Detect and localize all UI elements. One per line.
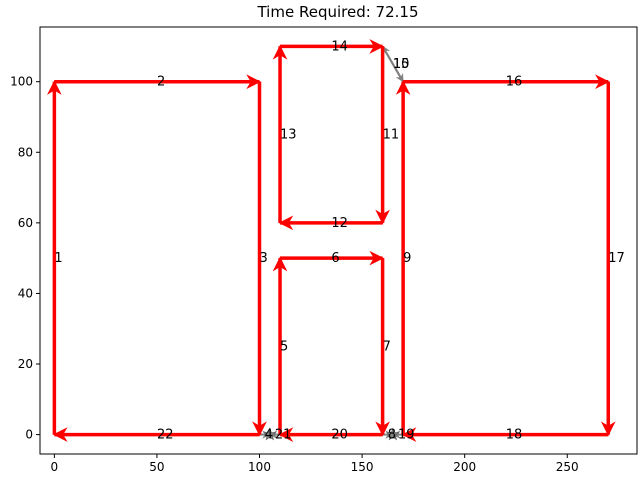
- segment-label-19: 19: [398, 428, 415, 443]
- y-tick-label: 80: [18, 145, 33, 159]
- y-tick-label: 60: [18, 216, 33, 230]
- x-tick-label: 200: [453, 460, 476, 474]
- x-tick-label: 250: [556, 460, 579, 474]
- segment-label-14: 14: [331, 39, 348, 54]
- segment-label-17: 17: [608, 251, 625, 266]
- segment-15-transit: [381, 45, 404, 83]
- segment-label-16: 16: [506, 75, 523, 90]
- segment-label-9: 9: [403, 251, 411, 266]
- segment-label-15: 15: [393, 57, 410, 72]
- y-tick-label: 40: [18, 286, 33, 300]
- segment-label-1: 1: [54, 251, 62, 266]
- x-tick-label: 0: [51, 460, 59, 474]
- segment-label-11: 11: [383, 128, 400, 143]
- segment-label-22: 22: [157, 428, 174, 443]
- segment-label-18: 18: [506, 428, 523, 443]
- segment-label-3: 3: [260, 251, 268, 266]
- segment-label-4: 4: [265, 428, 273, 443]
- x-tick-label: 50: [149, 460, 164, 474]
- segment-label-7: 7: [383, 339, 391, 354]
- x-tick-label: 150: [351, 460, 374, 474]
- y-tick-label: 20: [18, 357, 33, 371]
- segment-label-5: 5: [280, 339, 288, 354]
- segment-label-12: 12: [331, 216, 348, 231]
- y-tick-label: 100: [10, 75, 33, 89]
- y-tick-label: 0: [25, 428, 33, 442]
- segment-label-8: 8: [388, 428, 396, 443]
- segment-label-21: 21: [275, 428, 292, 443]
- depot-star-2: [386, 427, 400, 441]
- plot-frame: [39, 26, 638, 455]
- segment-label-10: 10: [393, 57, 410, 72]
- depot-star-1: [263, 427, 277, 441]
- plot-area: [47, 39, 616, 442]
- x-tick-label: 100: [248, 460, 271, 474]
- segment-label-6: 6: [331, 251, 339, 266]
- segment-label-20: 20: [331, 428, 348, 443]
- segment-label-2: 2: [157, 75, 165, 90]
- chart-title: Time Required: 72.15: [256, 3, 418, 21]
- segment-label-13: 13: [280, 128, 297, 143]
- axes: 0 50 100 150 200 250 0 20 40 60 80 100: [10, 75, 579, 474]
